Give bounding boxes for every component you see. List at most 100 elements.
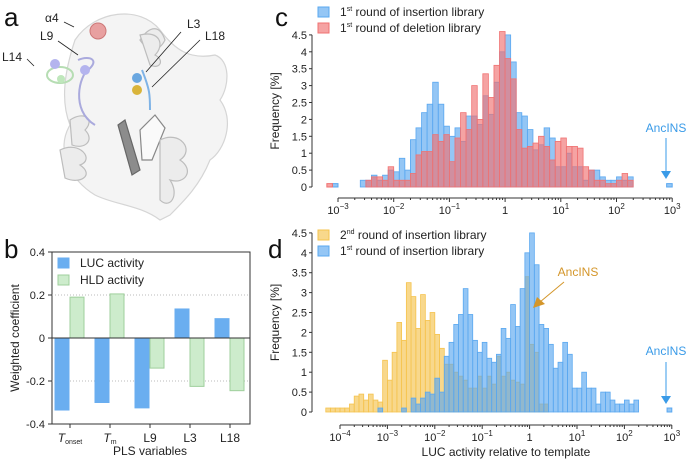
histogram-bar-series-0 xyxy=(391,351,398,413)
histogram-bar-series-1 xyxy=(472,339,478,413)
histogram-bar-series-0 xyxy=(405,282,412,413)
histogram-bar-series-1 xyxy=(448,161,456,188)
histogram-bar-series-1 xyxy=(510,78,517,188)
l3-sphere xyxy=(132,73,142,83)
legend-label: 1st round of deletion library xyxy=(340,21,481,35)
x-tick-label: 10−1 xyxy=(439,202,461,217)
ancins-annotation-orange: AncINS xyxy=(558,265,599,279)
arrow-icon xyxy=(533,297,545,308)
text-part: L18 xyxy=(220,431,240,445)
text-part: st xyxy=(347,6,353,13)
histogram-bar-series-1 xyxy=(486,357,493,413)
hld-bar xyxy=(229,337,245,392)
y-tick-label: 4 xyxy=(301,248,307,260)
histogram-bar-series-1 xyxy=(533,264,540,413)
histogram-bar-series-0 xyxy=(325,407,331,413)
label-l9: L9 xyxy=(40,29,54,43)
histogram-bar-series-1 xyxy=(481,341,488,413)
histogram-bar-series-1 xyxy=(426,151,434,188)
histogram-bar-series-0 xyxy=(358,393,365,413)
histogram-bar-series-1 xyxy=(595,403,602,413)
text-part: round of insertion library xyxy=(352,5,484,19)
text-part: st xyxy=(347,22,353,29)
text-part: 10 xyxy=(424,432,436,444)
histogram-bar-series-1 xyxy=(505,337,512,413)
histogram-bar-series-1 xyxy=(560,137,567,188)
panel-label-c: c xyxy=(275,2,288,32)
histogram-bar-series-1 xyxy=(571,387,578,413)
legend-label: LUC activity xyxy=(80,256,144,270)
y-tick-label: 2 xyxy=(301,114,307,126)
histogram-bar-series-1 xyxy=(365,179,372,188)
histogram-bar-series-0 xyxy=(368,393,374,413)
legend-label: 1st round of insertion library xyxy=(340,5,484,19)
histogram-outlier-bar xyxy=(331,183,339,188)
histogram-bar-series-0 xyxy=(363,399,369,413)
histogram-bar-series-1 xyxy=(429,393,436,413)
histogram-bar-series-1 xyxy=(499,31,506,188)
text-part: −3 xyxy=(340,202,350,211)
histogram-bar-series-1 xyxy=(609,399,616,413)
arrow-down-icon xyxy=(661,171,671,179)
y-tick-label: 2.5 xyxy=(292,98,307,110)
helix-a4-sphere xyxy=(89,22,107,40)
legend-swatch xyxy=(57,257,70,269)
histogram-bar-series-1 xyxy=(462,288,469,413)
histogram-bar-series-1 xyxy=(581,371,587,413)
histogram-bar-series-1 xyxy=(571,146,578,188)
y-tick-label: 3 xyxy=(301,81,307,93)
text-part: 10 xyxy=(616,432,628,444)
histogram-bar-series-1 xyxy=(437,140,445,188)
histogram-bar-series-1 xyxy=(401,407,407,413)
histogram-bar-series-1 xyxy=(448,341,455,413)
panel-label-a: a xyxy=(4,2,19,32)
label-l18: L18 xyxy=(205,29,225,43)
loop-l3-ribbon xyxy=(141,69,151,111)
y-tick-label: -0.4 xyxy=(26,419,45,431)
histogram-bar-series-1 xyxy=(557,361,564,413)
panel-a-protein-structure: a α4 L9 L14 L3 L18 xyxy=(2,2,229,221)
text-part: −4 xyxy=(342,429,352,438)
histogram-bar-series-1 xyxy=(404,179,411,188)
text-part: L3 xyxy=(183,431,197,445)
histogram-bar-series-1 xyxy=(482,73,489,188)
histogram-bar-series-1 xyxy=(524,252,530,413)
text-part: 10 xyxy=(608,205,620,217)
histogram-bar-series-0 xyxy=(353,395,360,413)
text-part: 10 xyxy=(472,432,484,444)
legend-swatch xyxy=(57,274,70,286)
loop-l14-ribbon xyxy=(46,66,74,84)
hld-bar xyxy=(69,296,85,339)
text-part: 10 xyxy=(569,432,581,444)
histogram-bar-series-1 xyxy=(398,179,406,188)
histogram-bar-series-1 xyxy=(621,173,629,188)
text-part: 3 xyxy=(676,202,681,211)
text-part: 10 xyxy=(663,432,675,444)
histogram-bar-series-1 xyxy=(521,147,528,188)
legend-swatch xyxy=(317,6,330,18)
text-part: −3 xyxy=(389,429,399,438)
x-tick-label: 10−3 xyxy=(377,429,399,444)
text-part: 1 xyxy=(340,5,347,19)
histogram-bar-series-1 xyxy=(619,403,625,413)
y-tick-label: 3.5 xyxy=(292,268,307,280)
histogram-bar-series-1 xyxy=(554,140,562,188)
histogram-bar-series-1 xyxy=(491,361,497,413)
text-part: 1 xyxy=(581,429,586,438)
x-tick-label: 10−2 xyxy=(383,202,405,217)
ancins-annotation-blue: AncINS xyxy=(646,344,687,358)
x-axis-title: PLS variables xyxy=(113,444,187,458)
histogram-bar-series-1 xyxy=(624,399,630,413)
text-part: −1 xyxy=(484,429,494,438)
legend-swatch xyxy=(317,245,330,257)
histogram-bar-series-1 xyxy=(633,399,640,413)
text-part: 10 xyxy=(439,205,451,217)
histogram-bar-series-1 xyxy=(421,151,428,188)
histogram-outlier-bar xyxy=(666,183,673,188)
panel-label-d: d xyxy=(268,234,282,264)
histogram-bar-series-1 xyxy=(628,403,635,413)
histogram-bar-series-1 xyxy=(605,391,611,413)
histogram-bar-series-1 xyxy=(576,387,583,413)
histogram-bar-series-1 xyxy=(410,397,417,413)
